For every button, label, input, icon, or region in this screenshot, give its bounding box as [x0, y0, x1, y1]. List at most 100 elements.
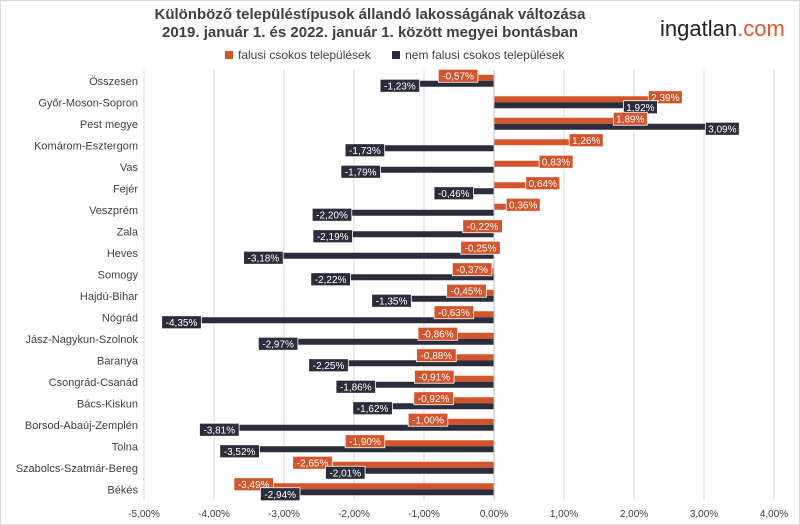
- bar-nem-falusi-19: [288, 489, 494, 496]
- data-label-box-nem-falusi-12: [257, 336, 299, 351]
- bar-nem-falusi-3: [372, 145, 494, 152]
- bar-nem-falusi-8: [271, 252, 494, 259]
- bar-nem-falusi-0: [407, 80, 494, 87]
- x-tick-label-3: -2,00%: [338, 509, 370, 520]
- category-label-4: Vas: [120, 162, 139, 174]
- x-tick-label-7: 2,00%: [620, 509, 648, 520]
- data-label-box-falusi-6: [505, 197, 541, 212]
- chart-title: Különböző településtípusok állandó lakos…: [120, 6, 620, 42]
- data-label-box-falusi-9: [451, 262, 493, 277]
- data-label-box-falusi-2: [612, 111, 648, 126]
- bar-nem-falusi-1: [494, 102, 629, 109]
- data-label-falusi-6: 0,36%: [509, 200, 537, 211]
- bar-falusi-19: [249, 483, 494, 490]
- bar-falusi-13: [432, 354, 494, 361]
- data-label-box-falusi-3: [568, 133, 604, 148]
- data-label-nem-falusi-5: -0,46%: [438, 189, 470, 200]
- data-label-box-nem-falusi-18: [325, 465, 366, 480]
- data-label-box-falusi-15: [413, 391, 454, 406]
- category-label-14: Csongrád-Csanád: [49, 377, 138, 389]
- bar-falusi-12: [433, 332, 494, 339]
- data-label-box-falusi-4: [538, 154, 574, 169]
- data-label-nem-falusi-12: -2,97%: [262, 339, 294, 350]
- x-tick-label-4: -1,00%: [408, 509, 440, 520]
- data-label-nem-falusi-10: -1,35%: [376, 296, 408, 307]
- data-label-box-falusi-16: [407, 412, 449, 427]
- data-label-falusi-12: -0,86%: [422, 329, 454, 340]
- category-label-17: Tolna: [112, 441, 139, 453]
- data-label-falusi-7: -0,22%: [467, 222, 499, 233]
- bar-falusi-5: [494, 182, 539, 189]
- legend-label-falusi: falusi csokos települések: [238, 48, 371, 62]
- data-label-nem-falusi-0: -1,23%: [384, 81, 416, 92]
- data-label-box-nem-falusi-11: [161, 315, 202, 330]
- data-label-box-nem-falusi-10: [371, 293, 412, 308]
- category-label-13: Baranya: [97, 355, 139, 367]
- data-label-falusi-16: -1,00%: [412, 415, 444, 426]
- category-label-1: Győr-Moson-Sopron: [38, 97, 138, 109]
- x-tick-label-5: 0,00%: [480, 509, 508, 520]
- data-label-falusi-17: -1,90%: [349, 437, 381, 448]
- data-label-nem-falusi-18: -2,01%: [329, 468, 361, 479]
- bar-falusi-4: [494, 160, 553, 167]
- logo-tld: com: [743, 16, 785, 41]
- data-label-box-nem-falusi-0: [379, 78, 421, 93]
- category-label-15: Bács-Kiskun: [77, 398, 138, 410]
- bar-falusi-3: [494, 139, 583, 146]
- category-label-7: Zala: [117, 226, 139, 238]
- bar-nem-falusi-15: [380, 403, 494, 410]
- data-label-falusi-11: -0,63%: [438, 308, 470, 319]
- bar-falusi-1: [494, 96, 662, 103]
- data-label-nem-falusi-2: 3,09%: [708, 124, 736, 135]
- data-label-box-falusi-5: [525, 176, 561, 191]
- data-label-box-nem-falusi-13: [308, 358, 349, 373]
- data-label-nem-falusi-6: -2,20%: [316, 210, 348, 221]
- legend-swatch-nem-falusi: [392, 51, 401, 59]
- bar-nem-falusi-2: [494, 123, 711, 130]
- data-label-box-nem-falusi-16: [199, 422, 240, 437]
- data-label-box-falusi-10: [446, 283, 487, 298]
- bar-nem-falusi-17: [247, 446, 494, 453]
- data-label-box-falusi-7: [462, 219, 503, 234]
- category-label-8: Heves: [107, 248, 139, 260]
- bar-falusi-2: [494, 117, 627, 124]
- category-label-0: Összesen: [89, 76, 138, 88]
- data-label-nem-falusi-1: 1,92%: [626, 103, 654, 114]
- data-label-falusi-13: -0,88%: [421, 351, 453, 362]
- data-label-nem-falusi-7: -2,19%: [317, 232, 349, 243]
- bar-nem-falusi-14: [363, 381, 494, 388]
- bar-falusi-16: [424, 418, 494, 425]
- bar-nem-falusi-6: [340, 209, 494, 216]
- logo-name: ingatlan: [660, 16, 738, 41]
- data-label-falusi-19: -3,49%: [238, 480, 270, 491]
- bar-falusi-15: [429, 397, 494, 404]
- data-label-box-falusi-12: [417, 326, 458, 341]
- category-label-3: Komárom-Esztergom: [34, 140, 138, 152]
- brand-logo: ingatlan.com: [660, 16, 785, 42]
- bar-nem-falusi-11: [189, 317, 494, 324]
- data-label-box-falusi-8: [460, 240, 501, 255]
- category-label-10: Hajdú-Bihar: [80, 291, 138, 303]
- data-label-box-nem-falusi-6: [311, 207, 353, 222]
- category-label-5: Fejér: [113, 183, 138, 195]
- x-tick-label-9: 4,00%: [760, 509, 788, 520]
- x-tick-label-0: -5,00%: [128, 509, 160, 520]
- chart-legend: falusi csokos települések nem falusi cso…: [225, 48, 583, 64]
- data-label-nem-falusi-14: -1,86%: [340, 382, 372, 393]
- data-label-box-nem-falusi-2: [704, 121, 740, 136]
- data-label-box-nem-falusi-17: [219, 444, 260, 459]
- data-label-nem-falusi-17: -3,52%: [224, 447, 256, 458]
- legend-item-falusi: falusi csokos települések: [225, 48, 371, 62]
- category-label-12: Jász-Nagykun-Szolnok: [26, 334, 139, 346]
- bar-nem-falusi-16: [227, 424, 495, 431]
- logo-dot: .: [737, 16, 744, 41]
- x-tick-label-1: -4,00%: [198, 509, 230, 520]
- data-label-nem-falusi-4: -1,79%: [345, 167, 377, 178]
- data-label-box-nem-falusi-7: [312, 229, 353, 244]
- bar-falusi-18: [308, 461, 494, 468]
- category-label-11: Nógrád: [102, 312, 138, 324]
- category-label-18: Szabolcs-Szatmár-Bereg: [16, 463, 138, 475]
- data-label-nem-falusi-11: -4,35%: [166, 318, 198, 329]
- data-label-nem-falusi-16: -3,81%: [203, 425, 235, 436]
- bar-nem-falusi-4: [368, 166, 494, 173]
